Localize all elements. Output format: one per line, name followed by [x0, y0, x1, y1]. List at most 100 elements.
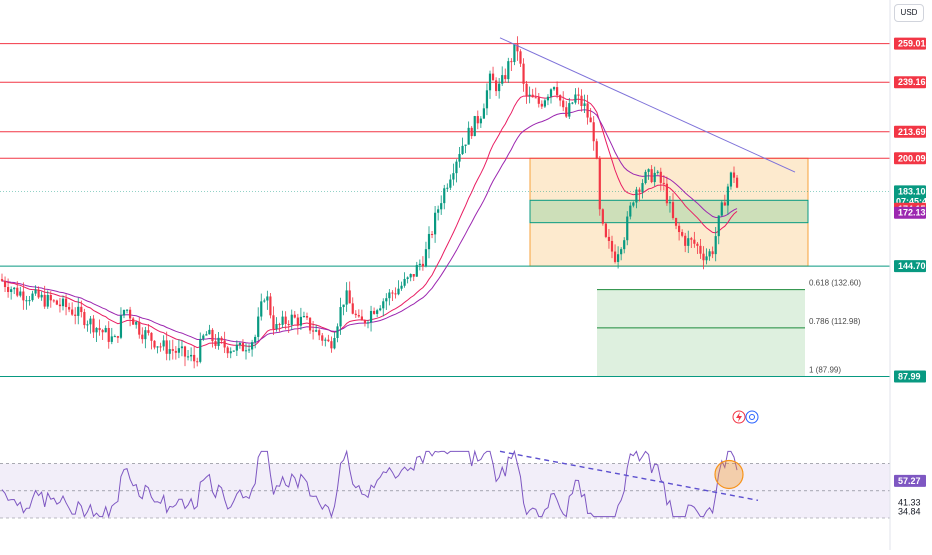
- candle: [684, 232, 687, 253]
- candle-body: [388, 292, 391, 299]
- candle-body: [162, 340, 165, 347]
- candle: [635, 186, 638, 209]
- level-tag-3-bg: [894, 152, 926, 165]
- candle: [687, 230, 690, 254]
- candle-body: [284, 316, 287, 324]
- candle: [656, 170, 659, 175]
- candle: [620, 247, 623, 261]
- candle: [421, 256, 424, 271]
- candle: [95, 327, 98, 342]
- candle-body: [101, 330, 104, 333]
- candle: [40, 291, 43, 301]
- candle: [638, 187, 641, 202]
- candle: [583, 94, 586, 114]
- candle: [86, 320, 89, 332]
- candle-body: [113, 336, 116, 338]
- candle: [49, 291, 52, 308]
- candle: [3, 276, 7, 292]
- candle: [647, 168, 650, 180]
- candle-body: [348, 290, 351, 304]
- candle-body: [34, 289, 37, 294]
- candle: [132, 316, 135, 325]
- candle-body: [604, 223, 607, 237]
- candle-body: [391, 292, 394, 294]
- candle: [162, 335, 165, 351]
- candle: [122, 309, 126, 319]
- candle: [379, 305, 382, 312]
- candle-body: [446, 187, 449, 189]
- candle: [208, 324, 211, 335]
- candle-body: [665, 183, 668, 204]
- candle-body: [379, 308, 382, 311]
- candle-body: [3, 280, 7, 288]
- candle: [254, 334, 257, 349]
- candle-body: [232, 350, 235, 352]
- candle-body: [25, 300, 28, 302]
- candle-body: [177, 348, 180, 353]
- candle: [574, 88, 577, 105]
- candle: [223, 331, 226, 354]
- candle-body: [31, 293, 34, 301]
- candle: [98, 319, 101, 336]
- candle: [354, 310, 357, 318]
- candle: [287, 320, 290, 333]
- candle: [516, 36, 519, 61]
- candle: [257, 307, 260, 341]
- candle: [696, 241, 699, 255]
- candle: [452, 163, 455, 186]
- candle: [559, 94, 562, 107]
- candle-body: [183, 346, 187, 357]
- candle: [80, 300, 83, 318]
- candle-body: [37, 289, 40, 298]
- candle: [427, 226, 431, 259]
- candle-body: [68, 307, 71, 310]
- level-tag-2: 213.69: [898, 127, 926, 137]
- candle-body: [412, 274, 415, 277]
- candle: [302, 311, 306, 318]
- candle: [165, 331, 168, 361]
- candle-body: [491, 73, 495, 81]
- candle-body: [522, 63, 525, 84]
- candle: [186, 350, 190, 361]
- currency-button[interactable]: USD: [894, 4, 924, 22]
- candle: [458, 147, 461, 168]
- candle-body: [629, 205, 632, 217]
- candle-body: [74, 314, 77, 316]
- candle: [330, 336, 333, 353]
- candle: [391, 290, 394, 301]
- candle: [19, 286, 22, 298]
- candle: [156, 346, 159, 354]
- fib-zone: [597, 289, 805, 377]
- candle: [68, 302, 71, 313]
- candle-body: [598, 158, 601, 210]
- candle: [455, 159, 458, 183]
- candle-body: [287, 323, 290, 325]
- candle-body: [458, 154, 461, 162]
- candle: [369, 305, 373, 332]
- candle: [119, 307, 123, 340]
- candle-body: [394, 293, 397, 295]
- price-tag-0-sub: 07:45:47: [896, 196, 932, 206]
- candle: [37, 286, 40, 299]
- candle-body: [156, 346, 159, 348]
- candle-body: [190, 354, 193, 357]
- candle-body: [501, 75, 504, 84]
- price-tag-0: 183.10: [898, 186, 926, 196]
- candle-body: [196, 361, 199, 363]
- candle-body: [312, 330, 315, 332]
- candle: [598, 155, 601, 216]
- candle-body: [357, 315, 360, 317]
- candle: [461, 137, 464, 155]
- candle: [400, 281, 403, 291]
- candle: [16, 281, 19, 298]
- candle-body: [662, 182, 665, 184]
- candle-body: [336, 326, 339, 339]
- candle-body: [540, 103, 543, 107]
- candle-body: [543, 100, 546, 107]
- candle: [385, 293, 388, 310]
- candle-body: [684, 235, 687, 246]
- level-tag-1-bg: [894, 76, 926, 89]
- candle-body: [52, 300, 55, 302]
- candle-body: [735, 177, 739, 188]
- candle: [470, 126, 473, 139]
